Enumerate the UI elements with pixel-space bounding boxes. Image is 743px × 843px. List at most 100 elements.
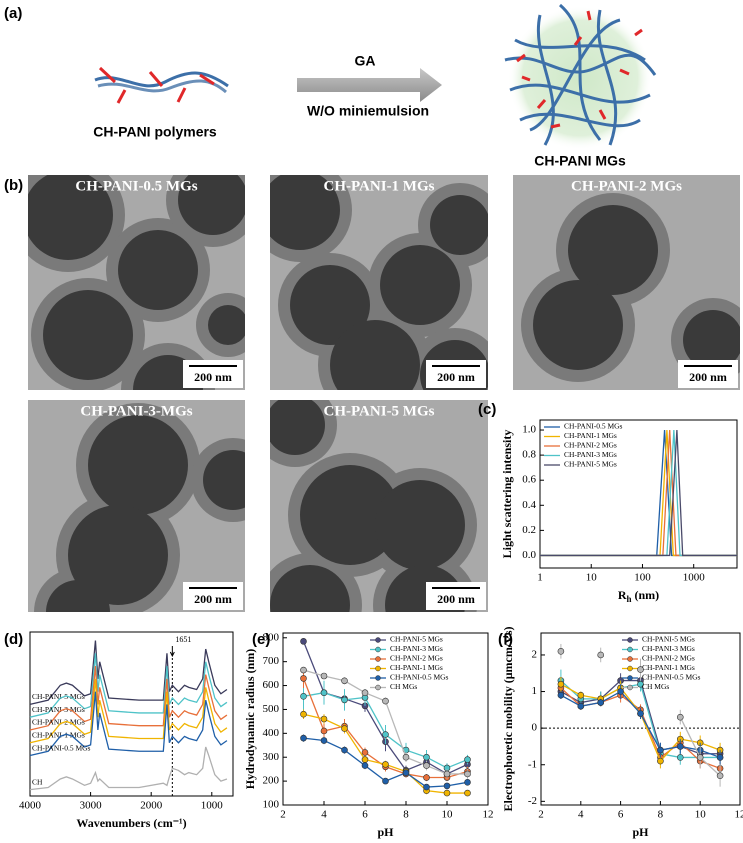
x-tick-label: 8 — [403, 809, 409, 821]
data-point — [341, 677, 348, 685]
scale-label: 200 nm — [689, 370, 727, 384]
series-line — [29, 666, 228, 731]
scale-box — [678, 360, 738, 388]
legend-marker — [627, 646, 633, 653]
data-point — [382, 777, 389, 785]
data-point — [597, 699, 605, 706]
y-tick-label: -2 — [528, 795, 537, 807]
y-tick-label: 0.0 — [522, 549, 536, 561]
particle — [28, 175, 113, 260]
legend-label: CH-PANI-3 MGs — [564, 450, 617, 459]
particle — [568, 205, 658, 295]
legend-label: CH-PANI-2 MGs — [390, 654, 443, 663]
x-axis-label-sub: h — [626, 594, 631, 604]
legend-label: CH-PANI-5 MGs — [564, 460, 617, 469]
y-axis-label: Light scattering intensity — [500, 430, 514, 559]
particle — [46, 580, 110, 612]
tem-image: CH-PANI-0.5 MGs 200 nm — [28, 175, 245, 390]
scale-label: 200 nm — [194, 592, 232, 606]
scale-box — [426, 582, 486, 610]
data-point — [657, 746, 664, 754]
y-tick-label: 200 — [263, 775, 280, 787]
data-point — [300, 666, 307, 674]
series-label: CH-PANI-3 MGs — [32, 705, 85, 714]
legend-marker — [627, 656, 633, 662]
image-title: CH-PANI-2 MGs — [571, 178, 682, 194]
y-tick-label: 0 — [532, 722, 538, 734]
data-point — [320, 689, 328, 697]
y-tick-label: 0.8 — [522, 449, 536, 461]
x-tick-label: 4 — [321, 809, 327, 821]
image-title: CH-PANI-0.5 MGs — [75, 178, 197, 194]
scale-box — [183, 360, 243, 388]
plot-frame — [29, 631, 234, 797]
data-point — [657, 757, 664, 765]
series-line — [29, 640, 228, 706]
legend-marker — [375, 675, 381, 681]
x-tick-label: 6 — [362, 809, 368, 821]
image-title: CH-PANI-1 MGs — [324, 178, 435, 194]
series-line — [303, 669, 468, 775]
panel-label: (c) — [478, 401, 496, 418]
annotation: 1651 — [175, 635, 191, 644]
data-point — [577, 702, 585, 710]
legend-marker — [627, 675, 633, 681]
particle — [178, 175, 245, 235]
data-point — [300, 675, 307, 682]
particle — [330, 320, 420, 390]
data-point — [402, 769, 410, 777]
particle — [270, 400, 325, 455]
scale-box — [426, 360, 486, 388]
data-point — [341, 746, 348, 754]
data-point — [617, 688, 624, 695]
polymer-schematic — [94, 66, 229, 104]
data-point — [382, 761, 389, 768]
x-tick-label: 6 — [618, 809, 624, 821]
data-point — [443, 782, 451, 790]
data-point — [423, 774, 430, 781]
legend-label: CH-PANI-0.5 MGs — [564, 422, 623, 431]
data-point — [320, 727, 328, 735]
data-point — [577, 691, 585, 699]
data-point — [361, 756, 369, 763]
data-point — [696, 754, 704, 761]
particle — [270, 175, 340, 250]
legend-label: CH-PANI-0.5 MGs — [390, 673, 449, 682]
tem-image: CH-PANI-3-MGs 200 nm — [28, 400, 245, 612]
y-tick-label: 500 — [263, 703, 280, 715]
data-point — [382, 731, 389, 738]
caption: CH-PANI MGs — [534, 153, 626, 169]
x-tick-label: 10 — [695, 809, 707, 821]
particle — [208, 305, 245, 345]
scale-box — [183, 582, 243, 610]
legend-label: CH-PANI-0.5 MGs — [642, 673, 701, 682]
x-tick-label: 2 — [280, 809, 286, 821]
x-tick-label: 2000 — [140, 800, 163, 812]
arrow — [297, 68, 442, 102]
legend-label: CH-PANI-2 MGs — [564, 441, 617, 450]
legend-label: CH-PANI-2 MGs — [642, 654, 695, 663]
x-tick-label: 4 — [578, 809, 584, 821]
data-point — [361, 749, 369, 756]
x-tick-label: 100 — [634, 572, 651, 584]
data-point — [423, 753, 430, 761]
x-axis-label-part: (nm) — [632, 588, 660, 602]
x-tick-label: 12 — [483, 809, 494, 821]
data-point — [361, 762, 369, 769]
panel-label: (a) — [4, 5, 22, 22]
x-tick-label: 1000 — [201, 800, 224, 812]
legend-marker — [627, 684, 633, 691]
legend-marker — [375, 656, 381, 662]
series-label: CH-PANI-0.5 MGs — [32, 743, 91, 752]
data-point — [637, 680, 644, 688]
series-label: CH-PANI-5 MGs — [32, 692, 85, 701]
data-point — [341, 696, 348, 704]
x-tick-label: 1 — [537, 572, 543, 584]
image-title: CH-PANI-3-MGs — [80, 403, 192, 419]
legend-marker — [627, 637, 633, 643]
data-point — [557, 691, 565, 699]
legend-marker — [375, 665, 381, 672]
legend-marker — [375, 637, 381, 643]
x-tick-label: 2 — [538, 809, 544, 821]
data-point — [423, 762, 430, 769]
